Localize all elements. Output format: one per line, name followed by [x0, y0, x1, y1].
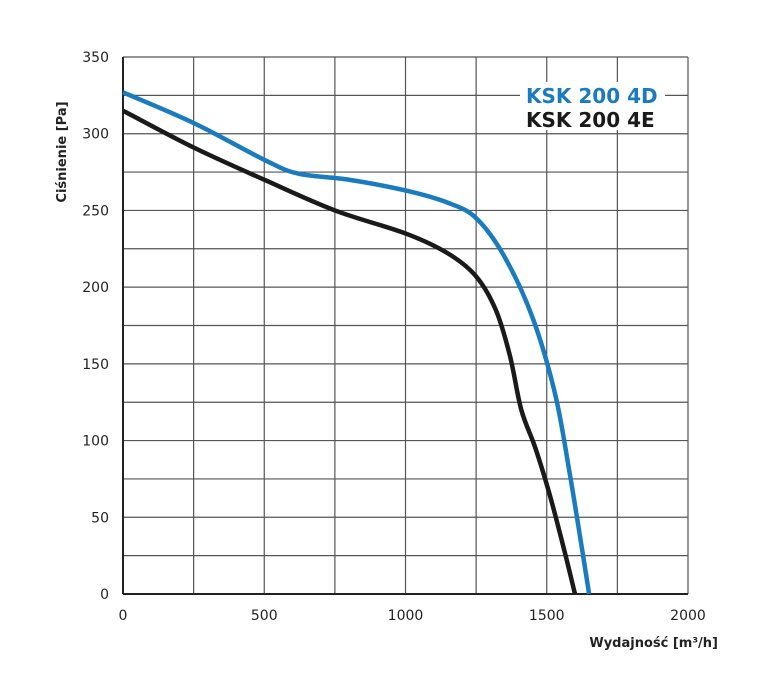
series-lines — [121, 90, 592, 595]
y-tick-label: 50 — [91, 510, 109, 526]
grid — [122, 56, 689, 595]
y-axis-label: Ciśnienie [Pa] — [55, 101, 70, 202]
legend-entry-4d: KSK 200 4D — [526, 84, 658, 108]
series-line-ksk-200-4e — [121, 108, 578, 595]
y-tick-label: 200 — [82, 280, 109, 296]
series-line-ksk-200-4d — [122, 90, 592, 595]
y-tick-label: 150 — [82, 357, 109, 373]
y-tick-label: 0 — [100, 587, 109, 603]
y-tick-label: 100 — [82, 434, 109, 450]
tick-labels: 0 500 1000 1500 2000 0 50 100 150 200 250 300 350 — [82, 50, 706, 624]
legend-background — [520, 82, 665, 130]
x-tick-label: 0 — [119, 608, 128, 624]
legend-entry-4e: KSK 200 4E — [526, 108, 655, 132]
y-tick-label: 300 — [82, 127, 109, 143]
x-tick-label: 1000 — [388, 608, 424, 624]
x-tick-label: 1500 — [529, 608, 565, 624]
x-tick-label: 500 — [251, 608, 278, 624]
x-axis-label: Wydajność [m³/h] — [589, 636, 718, 651]
y-tick-label: 350 — [82, 50, 109, 66]
y-tick-label: 250 — [82, 203, 109, 219]
x-tick-label: 2000 — [670, 608, 706, 624]
